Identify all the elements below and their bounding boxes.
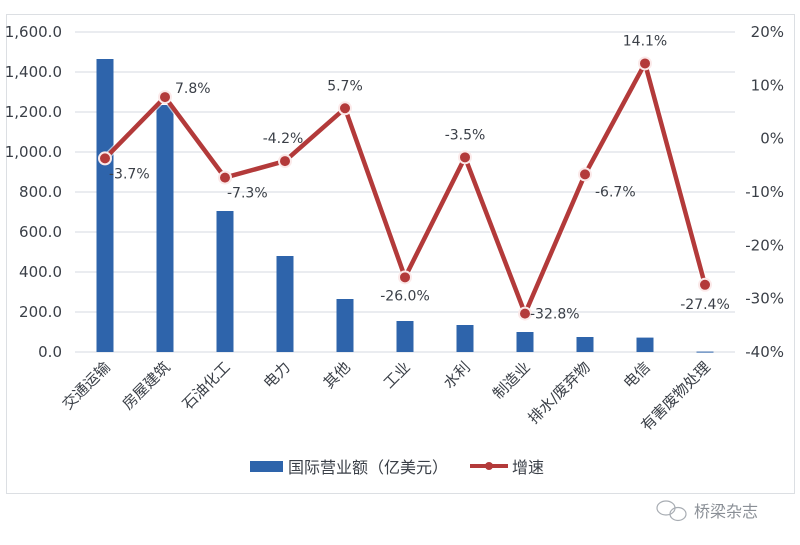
line-marker [578,167,592,182]
x-axis-label: 制造业 [489,358,534,403]
line-series: -3.7% 7.8% -7.3% -4.2% 5.7% -26.0% -3.5% -32.8%… [98,33,730,323]
bar [696,351,714,353]
right-axis-tick: 20% [751,23,784,41]
bar [636,337,654,352]
line-marker [338,101,352,116]
line-marker [518,306,532,321]
wechat-icon [656,500,687,522]
data-label: -26.0% [380,288,430,304]
gridlines [75,31,735,353]
left-axis-tick: 400.0 [19,263,62,281]
line-marker [458,150,472,165]
bar-series [96,59,714,353]
left-axis-tick: 800.0 [19,183,62,201]
right-axis-tick: -20% [745,236,784,254]
chart-frame [6,14,795,494]
legend-bar-swatch [250,461,283,472]
bar [456,325,474,352]
line-marker [278,154,292,169]
left-axis-tick: 1,000.0 [5,143,62,161]
line-marker [158,90,172,105]
right-axis-tick: 0% [760,130,784,148]
x-axis-label: 电力 [260,358,294,392]
right-axis-tick: 10% [751,76,784,94]
left-axis-tick: 0.0 [38,343,62,361]
data-label: -7.3% [227,186,268,202]
legend-line-marker [485,462,493,470]
watermark: 桥梁杂志 [656,500,758,522]
left-axis-tick: 200.0 [19,303,62,321]
bar [576,337,594,352]
x-axis-label: 水利 [440,358,474,392]
x-axis-label: 工业 [380,358,414,392]
x-axis-label: 石油化工 [179,358,234,413]
data-label: -4.2% [263,131,304,147]
bar [516,332,534,352]
watermark-text: 桥梁杂志 [694,502,758,521]
bar [276,256,294,352]
data-label: 7.8% [175,81,211,97]
right-axis-tick: -40% [745,343,784,361]
data-label: -27.4% [680,297,730,313]
data-label: 5.7% [327,78,363,94]
right-axis: -40% -30% -20% -10% 0% 10% 20% [745,23,784,361]
data-label: -32.8% [530,307,580,323]
data-label: -3.5% [445,127,486,143]
bar [336,299,354,352]
line-marker [98,151,112,166]
line-marker [398,270,412,285]
x-axis-label: 排水/废弃物 [524,358,593,427]
legend-line-label: 增速 [512,458,544,477]
line-marker [698,277,712,292]
left-axis: 0.0 200.0 400.0 600.0 800.0 1,000.0 1,200.0 1,4… [5,23,62,361]
x-axis-label: 电信 [620,358,654,392]
left-axis-tick: 600.0 [19,223,62,241]
data-label: -3.7% [109,166,150,182]
bar [216,211,234,352]
left-axis-tick: 1,200.0 [5,103,62,121]
legend: 国际营业额（亿美元） 增速 [250,458,544,477]
right-axis-tick: -30% [745,290,784,308]
bar [156,105,174,352]
legend-bar-label: 国际营业额（亿美元） [288,458,448,477]
x-axis-label: 交通运输 [59,358,114,413]
line-marker [218,170,232,185]
line-marker [638,56,652,71]
bar [96,59,114,352]
data-label: 14.1% [623,33,667,49]
left-axis-tick: 1,400.0 [5,63,62,81]
left-axis-tick: 1,600.0 [5,23,62,41]
bar [396,321,414,352]
x-axis-label: 其他 [320,358,354,392]
data-label: -6.7% [595,184,636,200]
right-axis-tick: -10% [745,183,784,201]
x-axis-label: 房屋建筑 [119,358,174,413]
